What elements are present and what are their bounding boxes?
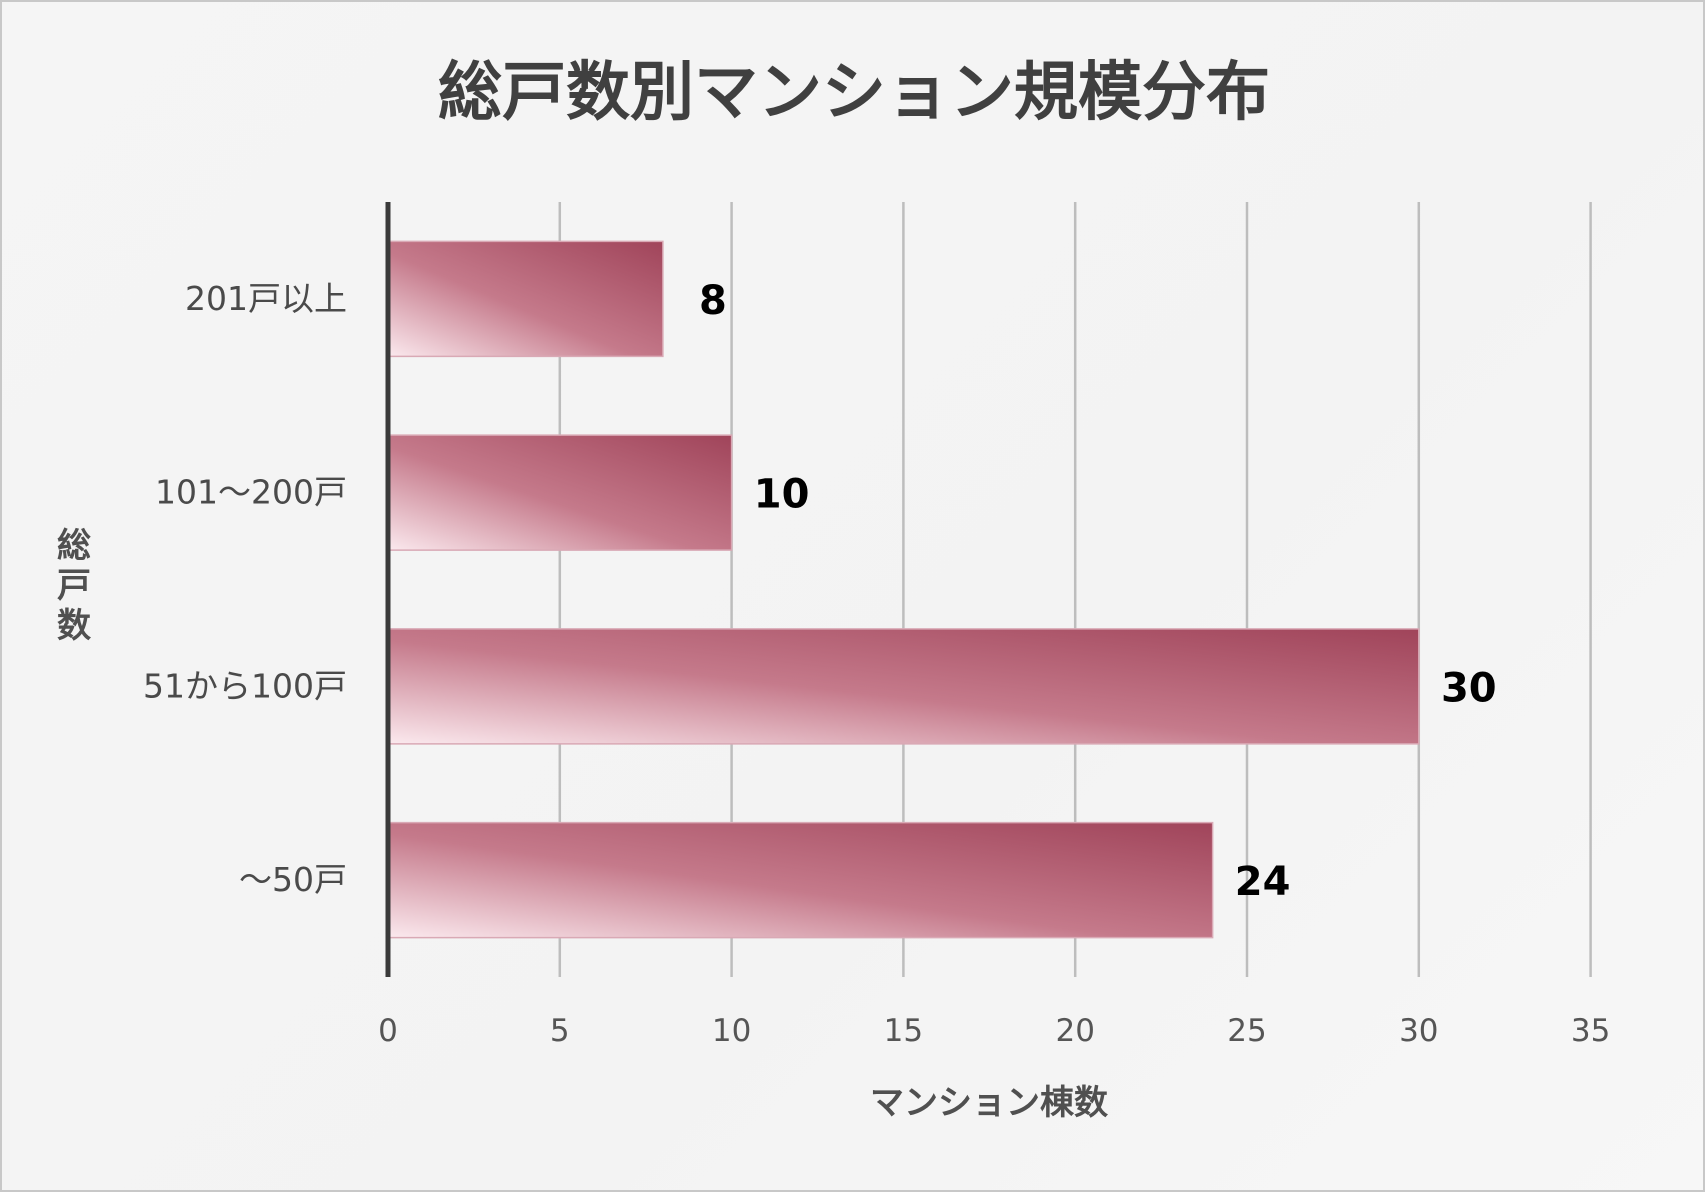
y-axis-title: 総戸数 <box>57 526 91 646</box>
data-label: 24 <box>1235 859 1291 905</box>
x-tick-label: 0 <box>378 1013 398 1049</box>
x-tick-label: 20 <box>1055 1013 1094 1049</box>
grid-lines <box>558 202 1592 977</box>
x-tick-label: 35 <box>1571 1013 1610 1049</box>
x-tick-label: 5 <box>550 1013 570 1049</box>
bar <box>387 821 1214 939</box>
category-label: 51から100戸 <box>143 666 347 705</box>
data-label: 30 <box>1441 665 1497 711</box>
bars <box>387 240 1420 939</box>
x-tick-label: 30 <box>1399 1013 1438 1049</box>
category-label: 201戸以上 <box>185 279 347 318</box>
bar <box>387 434 733 551</box>
chart-title: 総戸数別マンション規模分布 <box>438 56 1270 130</box>
bar <box>387 240 664 358</box>
x-tick-label: 10 <box>712 1013 751 1049</box>
category-label: 101～200戸 <box>155 473 347 512</box>
bar <box>387 628 1420 745</box>
category-label: ～50戸 <box>239 860 347 899</box>
data-label: 10 <box>754 472 810 518</box>
x-axis-title: マンション棟数 <box>870 1083 1108 1123</box>
data-labels: 8 10 30 24 <box>699 278 1497 905</box>
category-labels: 201戸以上 101～200戸 51から100戸 ～50戸 <box>143 279 347 899</box>
data-label: 8 <box>699 278 727 324</box>
x-tick-label: 25 <box>1227 1013 1266 1049</box>
x-tick-label: 15 <box>884 1013 923 1049</box>
x-tick-labels: 0 5 10 15 20 25 30 35 <box>378 1013 1610 1049</box>
